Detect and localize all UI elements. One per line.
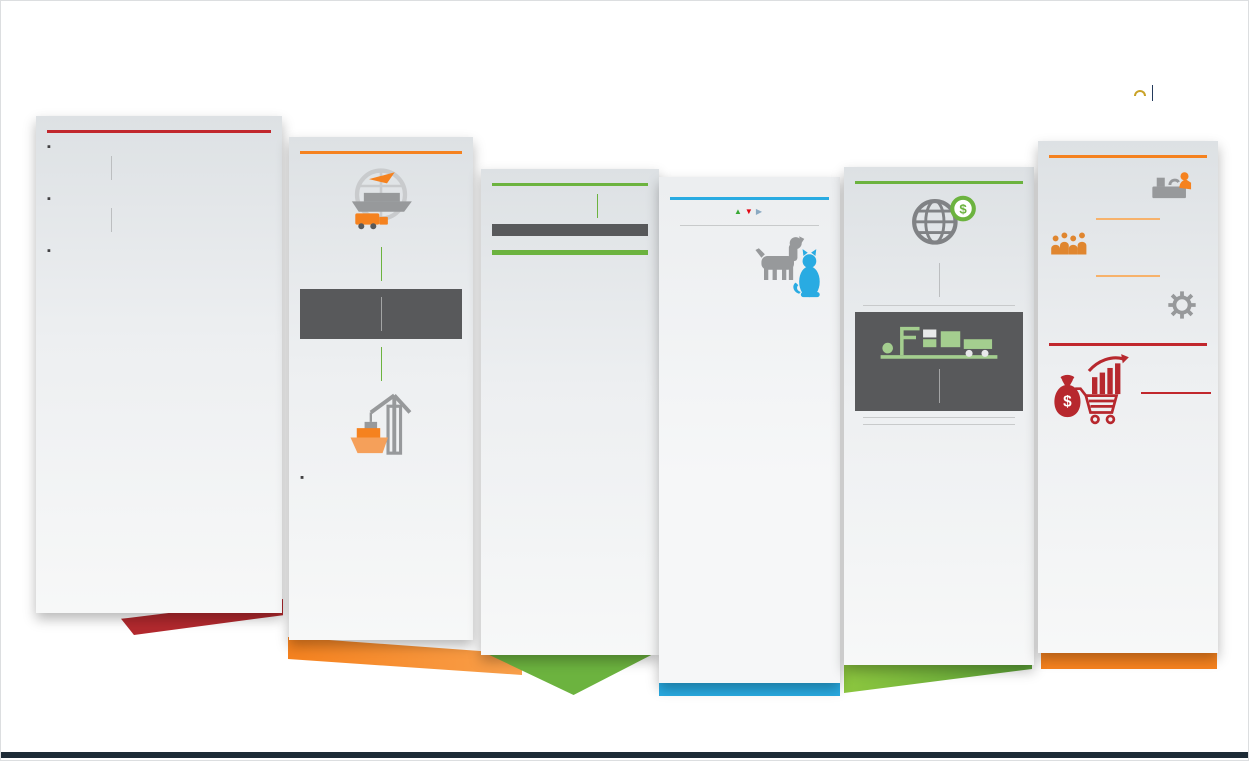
facturacion-box [300, 289, 462, 339]
panel-contribucion [659, 177, 840, 683]
panel-exportaciones: $ [844, 167, 1034, 665]
linea-table-header [492, 250, 648, 255]
andi-logo-mark-icon [1133, 90, 1146, 96]
contenedores-stat [300, 347, 462, 381]
empleo-stat-1 [1049, 166, 1207, 209]
micro-stat [47, 208, 271, 232]
produccion-header [492, 179, 648, 186]
panel-empleo-precios: $ [1038, 141, 1218, 653]
empleo-stat-3 [1049, 286, 1207, 329]
produccion-nacional-label [47, 245, 271, 257]
exportaciones-header [855, 177, 1023, 184]
people-group-icon [1049, 229, 1093, 266]
down-arrow-icon [745, 207, 753, 216]
flat-arrow-icon [756, 207, 762, 216]
dog-cat-icon [749, 232, 827, 309]
fob-stat [855, 263, 1023, 297]
port-crane-icon [300, 389, 462, 466]
export-port-icon [865, 326, 1013, 368]
crecimiento-box [492, 224, 648, 236]
pets-block [670, 232, 829, 309]
panel-logistica [289, 137, 473, 640]
gear-icon [1163, 286, 1201, 329]
variacion-legend [670, 207, 829, 216]
green-ribbon-exportaciones [844, 663, 1032, 693]
svg-text:$: $ [959, 202, 967, 217]
importaciones-stat [47, 156, 271, 180]
industrial-worker-icon [1149, 166, 1201, 209]
panel-produccion [481, 169, 659, 655]
svg-text:$: $ [1063, 393, 1072, 410]
up-arrow-icon [734, 207, 742, 216]
empleo-stat-2 [1049, 229, 1207, 266]
ports-title [300, 472, 462, 484]
indice-precios-header [1049, 339, 1207, 346]
importaciones-label [47, 141, 271, 153]
viajes-stat [300, 247, 462, 281]
globe-transport-icon [300, 162, 462, 239]
blue-bar-contribucion [659, 683, 840, 696]
price-chart-cart-icon: $ [1049, 354, 1135, 433]
panel-materias-primas [36, 116, 282, 613]
logo-divider [1151, 85, 1153, 101]
logistica-header [300, 147, 462, 154]
andi-logo [1066, 85, 1226, 113]
bottom-bar [1, 752, 1248, 758]
indice-precios-block: $ [1049, 354, 1211, 433]
produccion-total-stat [492, 194, 648, 218]
micro-label [47, 193, 271, 205]
materias-header [47, 126, 271, 133]
contribucion-title [670, 187, 829, 200]
empleo-header [1049, 151, 1207, 158]
globe-dollar-icon: $ [855, 192, 1023, 255]
toneladas-box [855, 312, 1023, 411]
